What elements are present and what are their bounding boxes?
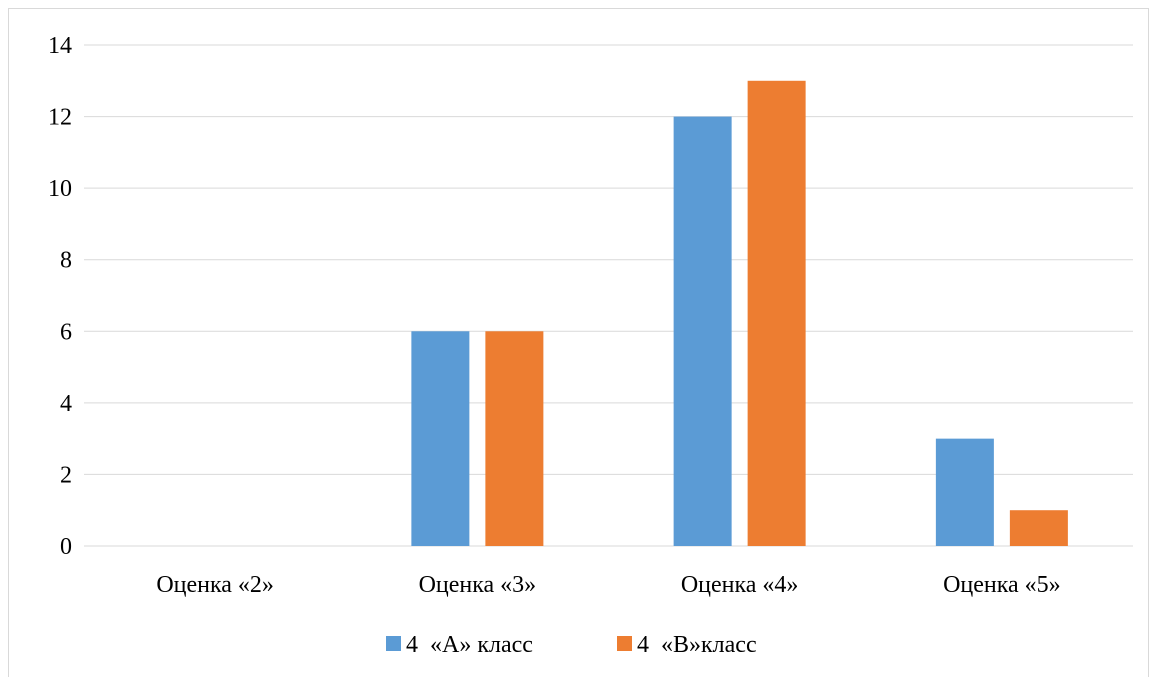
y-tick-label: 6 (60, 319, 72, 345)
x-category-label: Оценка «4» (681, 572, 799, 598)
bar-series-b-5 (1009, 510, 1068, 546)
x-category-label: Оценка «2» (156, 572, 274, 598)
y-axis-ticks: 0 2 4 6 8 10 12 14 (48, 33, 72, 560)
y-tick-label: 0 (60, 534, 72, 560)
legend: 4 «А» класс 4 «В»класс (386, 632, 757, 658)
bar-series-a-5 (935, 438, 994, 546)
y-tick-label: 8 (60, 248, 72, 274)
bars (411, 80, 1068, 547)
gridlines (84, 44, 1133, 547)
legend-label: 4 «А» класс (406, 632, 533, 658)
y-tick-label: 10 (48, 176, 72, 202)
y-tick-label: 14 (48, 33, 72, 59)
y-tick-label: 4 (60, 391, 72, 417)
chart-frame (8, 8, 1149, 677)
bar-series-a-4 (673, 116, 732, 547)
legend-swatch (617, 636, 632, 651)
legend-swatch (386, 636, 401, 651)
y-tick-label: 12 (48, 105, 72, 131)
x-category-label: Оценка «3» (419, 572, 537, 598)
bar-series-a-3 (411, 331, 470, 546)
bar-series-b-4 (747, 80, 806, 547)
y-tick-label: 2 (60, 462, 72, 488)
x-category-label: Оценка «5» (943, 572, 1061, 598)
x-axis-categories: Оценка «2» Оценка «3» Оценка «4» Оценка «5» (156, 572, 1060, 598)
legend-label: 4 «В»класс (637, 632, 757, 658)
bar-series-b-3 (485, 331, 544, 546)
